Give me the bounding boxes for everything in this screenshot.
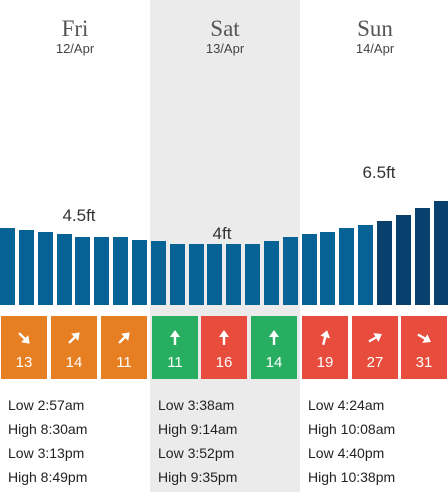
swell-bar	[320, 232, 335, 305]
swell-label-fri: 4.5ft	[62, 206, 96, 225]
swell-label-sun: 6.5ft	[362, 163, 396, 182]
tide-entry: High 10:38pm	[308, 469, 396, 485]
swell-bar	[151, 241, 166, 305]
swell-bar	[377, 221, 392, 305]
wind-speed: 14	[265, 354, 283, 371]
wind-cell: 19	[302, 316, 348, 379]
swell-bar	[358, 225, 373, 305]
day-header-fri: Fri 12/Apr	[0, 16, 150, 56]
tide-entry: High 9:35pm	[158, 469, 238, 485]
swell-bar	[75, 237, 90, 305]
tide-list-sat: Low 3:38am High 9:14am Low 3:52pm High 9…	[158, 393, 298, 489]
day-name: Fri	[61, 16, 89, 41]
swell-bar	[38, 232, 53, 305]
swell-bar-chart	[0, 201, 448, 305]
tide-entry: Low 2:57am	[8, 397, 85, 413]
swell-bar	[302, 234, 317, 305]
wind-cell: 13	[1, 316, 47, 379]
wind-cell: 14	[251, 316, 297, 379]
wind-speed: 16	[215, 354, 233, 371]
wind-speed: 27	[366, 354, 384, 371]
wind-cell: 11	[101, 316, 147, 379]
wind-cell: 31	[401, 316, 447, 379]
wind-direction-arrow-icon	[417, 333, 431, 343]
wind-cell: 16	[201, 316, 247, 379]
swell-bar	[339, 228, 354, 305]
tide-entry: Low 4:24am	[308, 397, 385, 413]
wind-direction-arrow-icon	[368, 333, 382, 343]
tide-list-sun: Low 4:24am High 10:08am Low 4:40pm High …	[308, 393, 448, 489]
tide-entry: Low 3:13pm	[8, 445, 85, 461]
wind-cell: 11	[152, 316, 198, 379]
wind-direction-arrow-icon	[170, 330, 180, 345]
swell-bar	[245, 244, 260, 305]
swell-bar	[132, 240, 147, 305]
wind-direction-arrow-icon	[320, 330, 331, 346]
swell-bar	[113, 237, 128, 305]
day-name: Sun	[357, 16, 393, 41]
tide-entry: Low 3:38am	[158, 397, 235, 413]
tide-entry: High 10:08am	[308, 421, 396, 437]
tide-entry: Low 4:40pm	[308, 445, 385, 461]
tide-entry: High 9:14am	[158, 421, 238, 437]
wind-speed: 14	[65, 354, 83, 371]
swell-bar	[396, 215, 411, 305]
day-name: Sat	[210, 16, 240, 41]
swell-bar	[189, 244, 204, 305]
tide-entry: High 8:30am	[8, 421, 88, 437]
day-date: 14/Apr	[355, 41, 395, 56]
swell-bar	[207, 244, 222, 305]
wind-direction-arrow-icon	[18, 332, 30, 344]
swell-label-sat: 4ft	[212, 224, 232, 243]
wind-cell: 14	[51, 316, 97, 379]
swell-bar	[170, 244, 185, 305]
wind-speed: 13	[15, 354, 33, 371]
wind-cell: 27	[352, 316, 398, 379]
swell-bar	[226, 244, 241, 305]
day-header-sun: Sun 14/Apr	[300, 16, 448, 56]
swell-bar	[264, 241, 279, 305]
wind-speed: 31	[415, 354, 433, 371]
day-date: 13/Apr	[205, 41, 245, 56]
tide-entry: Low 3:52pm	[158, 445, 235, 461]
day-header-sat: Sat 13/Apr	[150, 16, 300, 56]
wind-speed: 11	[167, 354, 183, 371]
day-date: 12/Apr	[55, 41, 95, 56]
wind-direction-arrow-icon	[219, 330, 229, 345]
swell-bar	[19, 230, 34, 305]
swell-bar	[57, 234, 72, 305]
wind-direction-arrow-icon	[118, 332, 130, 344]
tide-list-fri: Low 2:57am High 8:30am Low 3:13pm High 8…	[8, 393, 148, 489]
swell-bar	[434, 201, 448, 305]
swell-bar	[415, 208, 430, 305]
wind-direction-arrow-icon	[269, 330, 279, 345]
swell-bar	[94, 237, 109, 305]
wind-speed: 19	[316, 354, 334, 371]
swell-bar	[0, 228, 15, 305]
wind-direction-arrow-icon	[68, 332, 80, 344]
wind-speed: 11	[116, 354, 132, 371]
swell-bar	[283, 237, 298, 305]
tide-entry: High 8:49pm	[8, 469, 88, 485]
